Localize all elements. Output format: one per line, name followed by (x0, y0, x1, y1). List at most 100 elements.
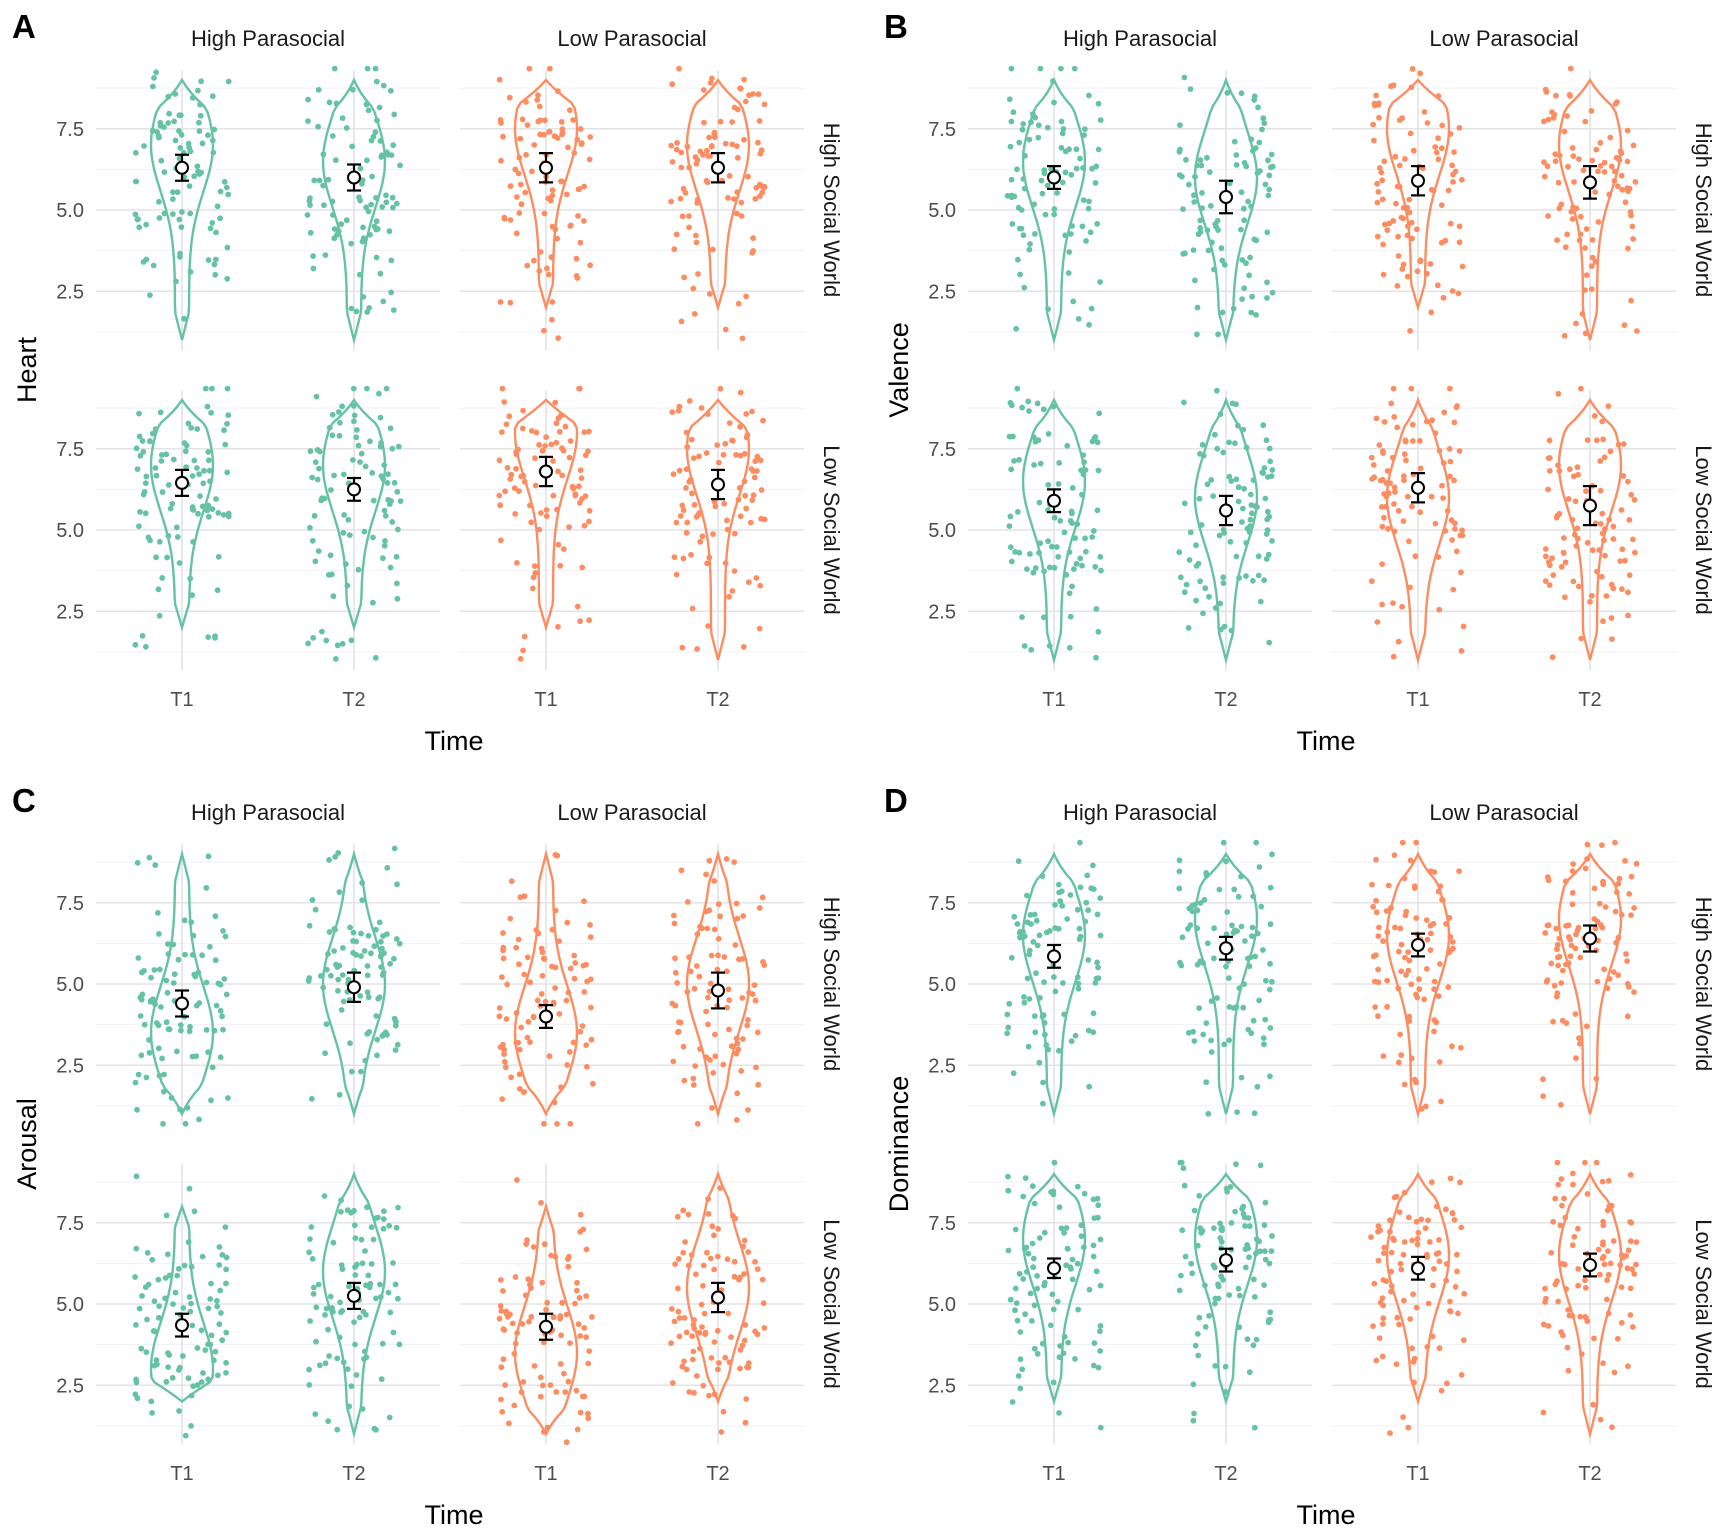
data-point (391, 111, 398, 118)
data-point (1250, 1017, 1257, 1024)
data-point (514, 560, 520, 566)
data-point (1447, 385, 1453, 392)
data-point (753, 1064, 759, 1071)
data-point (177, 145, 184, 151)
data-point (1068, 1038, 1075, 1045)
data-point (503, 421, 510, 428)
data-point (1267, 1309, 1274, 1316)
data-point (194, 465, 200, 471)
data-point (321, 202, 327, 209)
data-point (1045, 431, 1052, 437)
data-point (141, 967, 147, 974)
data-point (221, 976, 228, 982)
data-point (1450, 945, 1456, 952)
data-point (1098, 567, 1104, 574)
data-point (358, 930, 364, 937)
data-point (1628, 491, 1635, 498)
data-point (556, 428, 563, 435)
data-point (1229, 922, 1235, 929)
data-point (1224, 909, 1231, 915)
data-point (1414, 268, 1421, 275)
data-point (205, 853, 212, 860)
mean-marker (1219, 941, 1233, 956)
violin-outline (513, 1202, 579, 1437)
data-point (1459, 263, 1466, 270)
data-point (143, 643, 149, 650)
data-point (733, 1117, 740, 1123)
x-axis-label: Time (425, 1500, 484, 1530)
data-point (496, 1315, 503, 1322)
data-point (1020, 1276, 1027, 1282)
data-point (194, 426, 201, 432)
data-point (693, 232, 699, 239)
data-point (1054, 1298, 1061, 1305)
data-point (1180, 1165, 1187, 1172)
data-point (1558, 1176, 1565, 1182)
data-point (1266, 172, 1273, 179)
data-point (500, 947, 506, 954)
data-point (1409, 66, 1416, 72)
data-point (1267, 1073, 1273, 1080)
data-point (1628, 873, 1635, 880)
data-point (693, 1271, 699, 1278)
data-point (758, 147, 765, 154)
data-point (1398, 1266, 1405, 1273)
data-point (552, 985, 558, 991)
data-point (712, 1031, 718, 1038)
data-point (160, 1120, 166, 1127)
data-point (711, 134, 718, 141)
data-point (752, 458, 759, 465)
mean-marker (1219, 190, 1233, 204)
data-point (393, 936, 400, 942)
data-point (189, 1322, 196, 1329)
data-point (516, 961, 522, 968)
data-point (1395, 1059, 1402, 1066)
data-point (1447, 1298, 1453, 1305)
data-point (1631, 989, 1637, 995)
data-point (1069, 510, 1075, 517)
data-point (379, 204, 386, 210)
data-point (1441, 409, 1448, 416)
data-point (1392, 489, 1398, 495)
data-point (528, 1313, 535, 1320)
data-point (576, 385, 582, 392)
data-point (1013, 1300, 1020, 1306)
data-point (353, 434, 360, 441)
data-point (1085, 957, 1092, 963)
data-point (155, 1045, 162, 1052)
data-point (309, 897, 316, 903)
data-point (543, 1306, 549, 1313)
data-point (198, 78, 205, 85)
data-point (1435, 993, 1442, 1000)
data-point (139, 1293, 145, 1299)
data-point (222, 1224, 229, 1230)
data-point (507, 183, 514, 190)
data-point (508, 878, 515, 885)
data-point (584, 978, 590, 985)
data-point (1036, 1059, 1043, 1066)
data-point (1564, 231, 1570, 238)
data-point (1575, 924, 1582, 931)
data-point (1614, 1335, 1621, 1342)
y-tick-label: 5.0 (56, 1294, 84, 1316)
data-point (1375, 1013, 1381, 1019)
y-tick-label: 2.5 (928, 1375, 956, 1397)
data-point (1436, 1345, 1443, 1352)
data-point (1540, 1093, 1546, 1100)
data-point (364, 972, 371, 979)
data-point (539, 447, 546, 454)
data-point (1608, 163, 1615, 170)
data-point (680, 507, 687, 514)
data-point (1199, 190, 1205, 196)
data-point (549, 187, 556, 194)
data-point (334, 964, 341, 970)
data-point (365, 1272, 372, 1279)
data-point (1026, 408, 1032, 414)
data-point (225, 78, 232, 85)
data-point (1610, 969, 1617, 975)
data-point (373, 254, 380, 261)
data-point (535, 92, 541, 99)
data-point (689, 605, 696, 612)
data-point (166, 1352, 173, 1358)
data-point (1599, 510, 1606, 517)
